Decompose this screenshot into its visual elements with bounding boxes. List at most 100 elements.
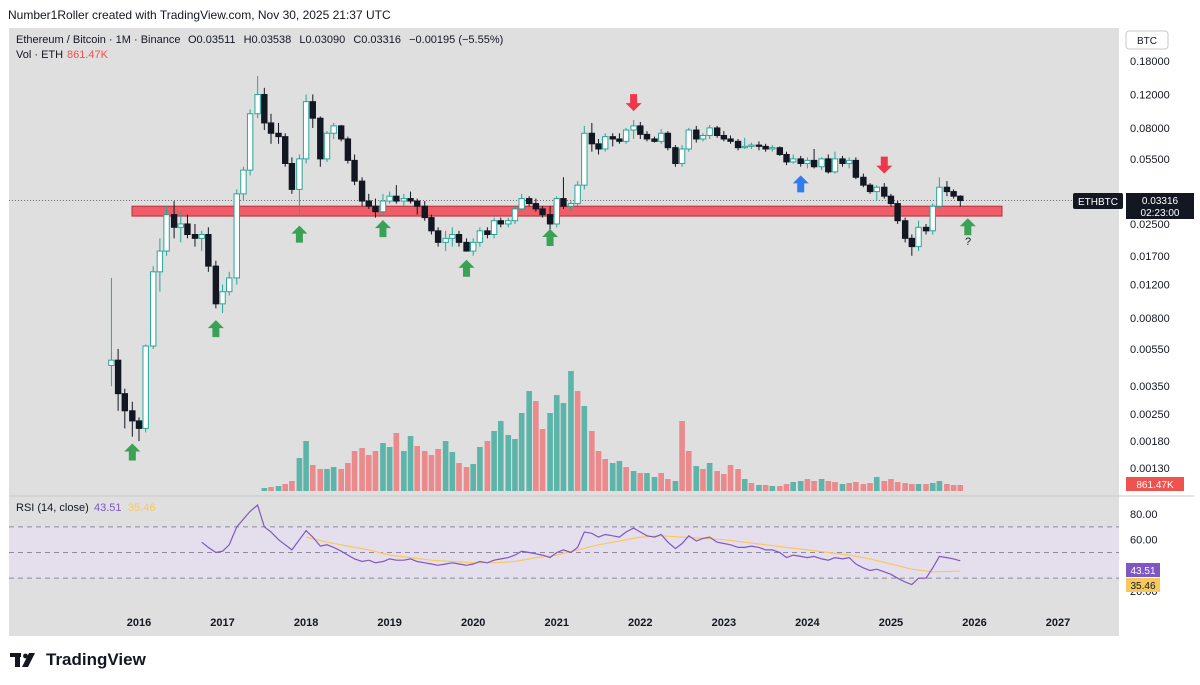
candle-body bbox=[309, 101, 316, 119]
volume-bar bbox=[380, 443, 386, 491]
candle-body bbox=[539, 208, 546, 216]
candle-body bbox=[505, 220, 512, 225]
candle-body bbox=[267, 122, 275, 134]
candle bbox=[476, 227, 484, 247]
candle bbox=[693, 125, 700, 143]
candle-body bbox=[212, 265, 220, 305]
volume-bar bbox=[873, 477, 880, 491]
candle-body bbox=[407, 198, 414, 202]
volume-bar bbox=[609, 463, 616, 491]
volume-bar bbox=[477, 447, 483, 491]
candle bbox=[421, 201, 428, 221]
candle bbox=[734, 138, 742, 151]
candle bbox=[685, 127, 692, 152]
price-axis-tick: 0.05500 bbox=[1130, 154, 1170, 166]
volume-bar bbox=[839, 484, 846, 491]
candle-body bbox=[734, 140, 742, 149]
candle-body bbox=[449, 234, 456, 239]
candle bbox=[567, 201, 575, 212]
volume-bar bbox=[309, 465, 316, 491]
candle bbox=[727, 135, 734, 144]
candle-body bbox=[442, 237, 449, 243]
candle-body bbox=[727, 138, 734, 142]
candle-body bbox=[567, 203, 575, 207]
rsi-label: RSI (14, close) bbox=[16, 502, 89, 514]
candle bbox=[922, 223, 930, 235]
candle-body bbox=[455, 234, 463, 243]
ticker-tag bbox=[1073, 193, 1123, 209]
candle-body bbox=[129, 410, 136, 422]
volume-bar bbox=[832, 482, 838, 491]
volume-bar bbox=[533, 401, 539, 491]
volume-bar bbox=[442, 441, 449, 491]
chart-svg[interactable]: 0.18000 0.12000 0.08000 0.05500 0.02500 0.017… bbox=[0, 0, 1200, 640]
candle bbox=[455, 230, 463, 247]
candle-body bbox=[511, 208, 519, 222]
candle-body bbox=[825, 158, 832, 173]
candle-body bbox=[254, 93, 261, 115]
candle-body bbox=[783, 153, 790, 163]
rsi-line-layer bbox=[201, 503, 961, 586]
candle bbox=[191, 223, 199, 247]
price-axis-tick: 0.01700 bbox=[1130, 251, 1170, 263]
candle-body bbox=[240, 169, 247, 195]
candle-body bbox=[574, 184, 581, 205]
candle bbox=[254, 76, 261, 119]
candle bbox=[490, 217, 498, 239]
candle bbox=[943, 181, 951, 197]
volume-bar bbox=[944, 484, 950, 491]
candle-body bbox=[672, 147, 679, 164]
candle bbox=[358, 177, 366, 207]
candle bbox=[135, 417, 143, 442]
volume-bar bbox=[518, 413, 525, 491]
volume-bar bbox=[560, 403, 567, 491]
candle bbox=[532, 198, 540, 212]
tradingview-logo[interactable]: TradingView bbox=[10, 650, 146, 670]
candle-body bbox=[344, 138, 352, 161]
volume-bar bbox=[324, 469, 330, 491]
volume-bar bbox=[359, 448, 365, 491]
volume-bar bbox=[602, 459, 609, 491]
price-axis-background bbox=[1119, 28, 1194, 636]
candle bbox=[776, 146, 784, 156]
candle-body bbox=[720, 134, 728, 140]
candle-body bbox=[929, 205, 936, 232]
candle bbox=[302, 94, 310, 164]
currency-button-label: BTC bbox=[1137, 36, 1157, 47]
candle-body bbox=[337, 125, 345, 140]
candle-body bbox=[957, 195, 964, 202]
candle-body bbox=[915, 226, 922, 248]
candle-body bbox=[852, 159, 860, 178]
price-tag-countdown: 02:23:00 bbox=[1141, 208, 1180, 219]
volume-bar bbox=[748, 483, 755, 491]
currency-button[interactable] bbox=[1125, 30, 1169, 50]
volume-bar bbox=[623, 467, 629, 491]
candle-body bbox=[622, 129, 630, 142]
candle bbox=[463, 238, 470, 252]
candle bbox=[866, 183, 874, 194]
rsi-line bbox=[201, 503, 961, 586]
volume-bar bbox=[762, 485, 769, 491]
candle-body bbox=[150, 271, 157, 347]
candle bbox=[622, 127, 630, 144]
candle-body bbox=[693, 129, 700, 140]
candle-body bbox=[351, 159, 358, 182]
volume-bar bbox=[929, 483, 936, 491]
candle-body bbox=[275, 132, 282, 138]
volume-bar bbox=[317, 469, 324, 491]
candle bbox=[150, 266, 157, 349]
time-axis-tick: 2018 bbox=[294, 617, 318, 629]
volume-bar bbox=[289, 481, 295, 491]
candle bbox=[108, 277, 115, 387]
candle-body bbox=[428, 217, 435, 232]
candle bbox=[282, 133, 289, 167]
time-axis-tick: 2025 bbox=[879, 617, 903, 629]
volume-bar bbox=[756, 485, 762, 491]
rsi-ma-tag bbox=[1126, 578, 1160, 592]
candle bbox=[894, 201, 901, 224]
candle bbox=[901, 217, 909, 243]
candle bbox=[616, 133, 623, 144]
candle bbox=[581, 125, 588, 190]
candle bbox=[720, 131, 728, 142]
